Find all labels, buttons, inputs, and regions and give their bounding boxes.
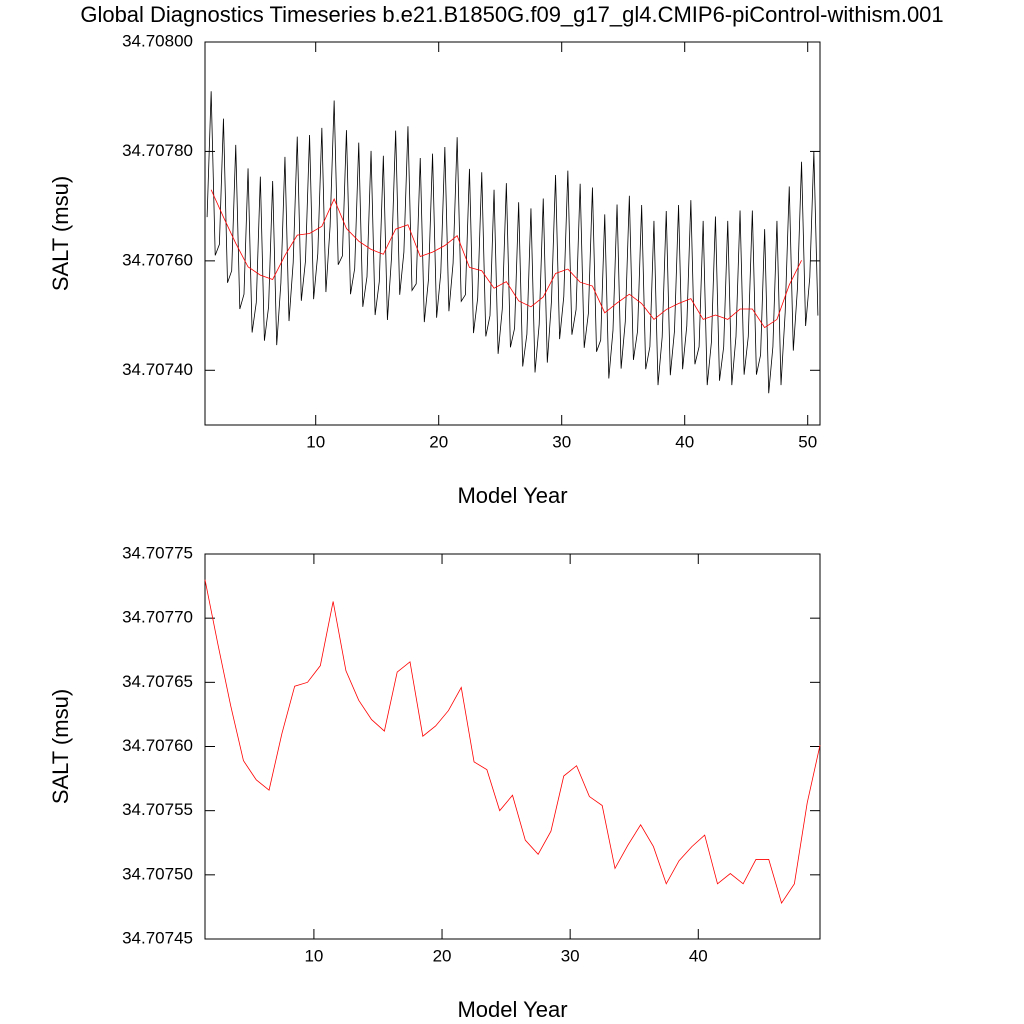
- x-axis-title: Model Year: [457, 997, 567, 1022]
- y-tick-label: 34.70760: [122, 736, 193, 755]
- x-tick-label: 10: [304, 946, 323, 965]
- x-tick-label: 30: [561, 946, 580, 965]
- y-tick-label: 34.70755: [122, 800, 193, 819]
- series-line: [204, 579, 821, 905]
- x-tick-label: 30: [552, 432, 571, 451]
- x-tick-label: 20: [429, 432, 448, 451]
- chart-title: Global Diagnostics Timeseries b.e21.B185…: [80, 2, 943, 27]
- y-tick-label: 34.70800: [122, 31, 193, 50]
- plot-frame: [204, 553, 821, 940]
- x-axis-title: Model Year: [457, 483, 567, 508]
- y-tick-label: 34.70750: [122, 864, 193, 883]
- y-tick-label: 34.70765: [122, 672, 193, 691]
- y-axis-title: SALT (msu): [48, 689, 73, 804]
- y-tick-label: 34.70745: [122, 928, 193, 947]
- y-tick-label: 34.70740: [122, 360, 193, 379]
- x-tick-label: 40: [689, 946, 708, 965]
- x-tick-label: 40: [675, 432, 694, 451]
- y-tick-label: 34.70770: [122, 608, 193, 627]
- x-tick-label: 50: [798, 432, 817, 451]
- y-axis-title: SALT (msu): [48, 176, 73, 291]
- y-tick-label: 34.70760: [122, 250, 193, 269]
- plot-frame: [204, 41, 821, 426]
- y-tick-label: 34.70775: [122, 543, 193, 562]
- series-line: [210, 189, 802, 329]
- x-tick-label: 10: [306, 432, 325, 451]
- x-tick-label: 20: [433, 946, 452, 965]
- y-tick-label: 34.70780: [122, 141, 193, 160]
- series-line: [206, 91, 819, 394]
